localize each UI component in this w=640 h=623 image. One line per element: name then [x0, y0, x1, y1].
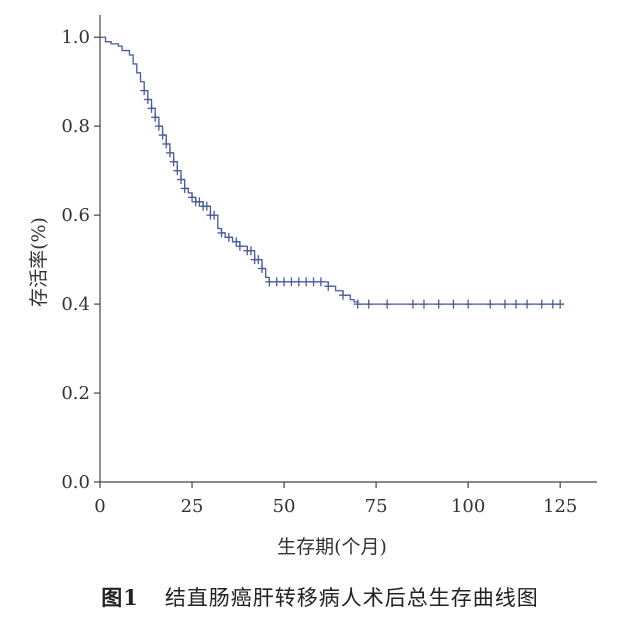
censor-mark-48 — [512, 299, 521, 309]
censor-mark-20 — [224, 232, 233, 242]
survival-chart: 0.00.20.40.60.81.00 25 50 75 100 125 生存期(个月) … — [28, 15, 597, 558]
censor-mark-38 — [353, 299, 362, 309]
censor-mark-47 — [500, 299, 509, 309]
censor-mark-18 — [210, 210, 219, 220]
censor-mark-26 — [254, 255, 263, 265]
y-tick-label-0: 0.0 — [61, 472, 90, 493]
censor-mark-11 — [180, 183, 189, 193]
censor-mark-33 — [302, 277, 311, 287]
censor-mark-46 — [486, 299, 495, 309]
censor-mark-12 — [188, 192, 197, 202]
censor-mark-14 — [195, 197, 204, 207]
censor-mark-28 — [265, 277, 274, 287]
censor-mark-51 — [548, 299, 557, 309]
censor-mark-24 — [246, 246, 255, 256]
x-tick-label-3: 75 — [365, 496, 388, 517]
censor-mark-5 — [158, 130, 167, 140]
censor-mark-34 — [309, 277, 318, 287]
y-tick-label-5: 1.0 — [61, 27, 90, 48]
survival-step-line — [100, 36, 564, 305]
censor-mark-35 — [316, 277, 325, 287]
x-tick-label-0: 0 — [94, 496, 105, 517]
censor-mark-8 — [169, 157, 178, 167]
censor-mark-39 — [364, 299, 373, 309]
censor-mark-37 — [338, 290, 347, 300]
censor-mark-42 — [419, 299, 428, 309]
x-tick-label-5: 125 — [543, 496, 577, 517]
censor-mark-43 — [434, 299, 443, 309]
censor-mark-6 — [162, 139, 171, 149]
ticks: 0.0 0.2 0.4 0.6 0.8 1.0 0 25 50 75 100 125 — [61, 27, 577, 517]
censor-mark-31 — [287, 277, 296, 287]
censor-mark-36 — [324, 281, 333, 291]
censor-mark-49 — [523, 299, 532, 309]
censor-mark-29 — [272, 277, 281, 287]
censor-mark-44 — [449, 299, 458, 309]
censor-mark-45 — [464, 299, 473, 309]
censor-mark-27 — [257, 264, 266, 274]
censor-mark-3 — [151, 112, 160, 122]
censor-mark-10 — [176, 175, 185, 185]
figure-caption-text: 结直肠癌肝转移病人术后总生存曲线图 — [164, 586, 539, 610]
censor-mark-50 — [537, 299, 546, 309]
censor-mark-4 — [154, 121, 163, 131]
censor-mark-40 — [383, 299, 392, 309]
censor-mark-22 — [235, 241, 244, 251]
censor-mark-1 — [143, 95, 152, 105]
censor-mark-32 — [294, 277, 303, 287]
censor-mark-0 — [140, 86, 149, 96]
x-tick-label-1: 25 — [181, 496, 204, 517]
x-tick-label-2: 50 — [273, 496, 296, 517]
censor-marks — [140, 86, 565, 309]
censor-mark-2 — [147, 103, 156, 113]
censor-mark-16 — [202, 201, 211, 211]
y-tick-label-1: 0.2 — [61, 383, 90, 404]
censor-mark-30 — [280, 277, 289, 287]
censor-mark-9 — [173, 166, 182, 176]
censor-mark-19 — [217, 228, 226, 238]
figure-label: 图1 — [101, 585, 139, 610]
axes — [99, 15, 597, 483]
x-axis-title: 生存期(个月) — [277, 536, 387, 558]
y-tick-label-4: 0.8 — [61, 116, 90, 137]
censor-mark-52 — [556, 299, 565, 309]
survival-curve — [100, 36, 564, 305]
figure-caption: 图1 结直肠癌肝转移病人术后总生存曲线图 — [0, 582, 640, 612]
y-tick-label-3: 0.6 — [61, 205, 90, 226]
censor-mark-7 — [165, 148, 174, 158]
x-tick-label-4: 100 — [451, 496, 485, 517]
censor-mark-21 — [232, 237, 241, 247]
censor-mark-41 — [408, 299, 417, 309]
y-tick-label-2: 0.4 — [61, 294, 90, 315]
y-axis-title: 存活率(%) — [28, 217, 50, 307]
